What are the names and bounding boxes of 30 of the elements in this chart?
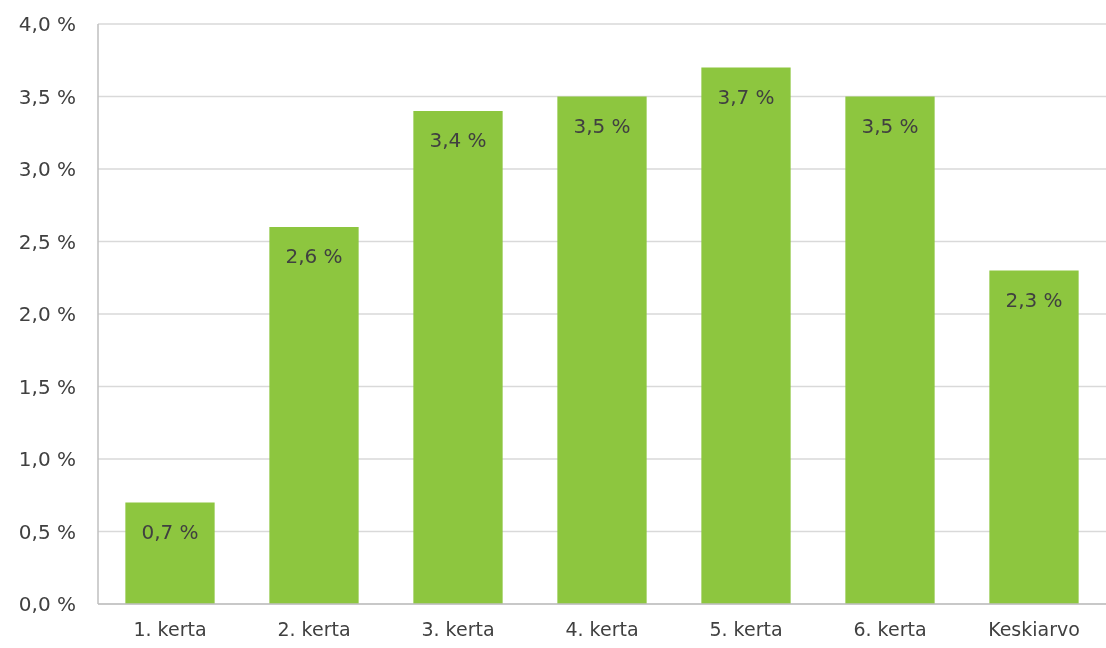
data-label: 2,3 % [1005, 287, 1063, 312]
bar [989, 270, 1079, 604]
data-label: 3,5 % [861, 113, 919, 138]
x-tick-label: 1. kerta [133, 618, 207, 640]
data-label: 2,6 % [285, 244, 343, 268]
y-tick-label: 0,5 % [18, 519, 76, 544]
data-label: 3,4 % [429, 128, 487, 152]
y-tick-label: 2,0 % [18, 302, 76, 326]
x-tick-label: 3. kerta [421, 618, 495, 640]
y-tick-label: 3,0 % [18, 157, 76, 181]
bar [701, 67, 791, 604]
y-tick-label: 2,5 % [18, 229, 76, 254]
y-tick-label: 0,0 % [18, 592, 76, 616]
y-tick-label: 1,0 % [18, 447, 76, 471]
x-tick-label: 2. kerta [277, 618, 351, 640]
x-tick-label: 6. kerta [853, 618, 927, 640]
y-tick-label: 4,0 % [18, 12, 76, 36]
bar [413, 111, 503, 604]
x-tick-label: 5. kerta [709, 618, 783, 640]
bar [125, 502, 215, 604]
bar [269, 227, 359, 604]
y-tick-label: 1,5 % [18, 374, 76, 399]
x-tick-label: Keskiarvo [988, 618, 1080, 640]
data-label: 3,5 % [573, 113, 631, 138]
y-tick-label: 3,5 % [18, 84, 76, 109]
bar [557, 96, 647, 604]
data-label: 0,7 % [141, 519, 199, 544]
x-tick-label: 4. kerta [565, 618, 639, 640]
bar [845, 96, 935, 604]
data-label: 3,7 % [717, 84, 775, 109]
